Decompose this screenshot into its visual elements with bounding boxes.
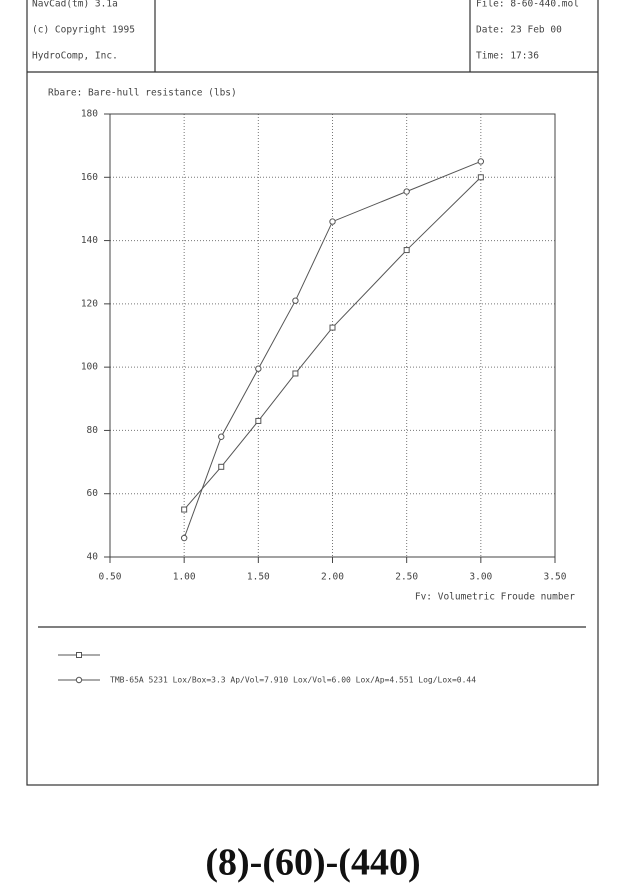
y-tick-label: 100 — [81, 362, 98, 373]
marker — [477, 174, 484, 181]
outer-frame — [26, 0, 599, 786]
marker — [329, 324, 336, 331]
marker — [403, 247, 410, 254]
y-tick-label: 40 — [87, 552, 99, 563]
marker — [255, 365, 262, 372]
marker — [75, 676, 83, 684]
x-tick-label: 1.50 — [247, 572, 270, 583]
header-text: (c) Copyright 1995 — [32, 25, 135, 36]
marker — [76, 652, 82, 658]
x-tick-label: 0.50 — [99, 572, 122, 583]
marker — [329, 218, 336, 225]
y-tick-label: 140 — [81, 235, 98, 246]
y-tick-label: 80 — [87, 425, 99, 436]
caption: (8)-(60)-(440) — [205, 842, 420, 884]
plot-frame — [109, 113, 556, 558]
marker — [255, 417, 262, 424]
marker — [292, 297, 299, 304]
x-tick-label: 3.00 — [469, 572, 492, 583]
y-tick-label: 60 — [87, 488, 99, 499]
header-text: File: 8-60-440.mol — [476, 0, 579, 10]
marker — [180, 534, 188, 542]
header-text: Date: 23 Feb 00 — [476, 25, 562, 36]
y-tick-label: 120 — [81, 298, 98, 309]
x-tick-label: 3.50 — [544, 572, 567, 583]
marker — [292, 370, 299, 377]
marker — [403, 188, 410, 195]
y-tick-label: 180 — [81, 109, 98, 120]
x-tick-label: 1.00 — [173, 572, 196, 583]
x-tick-label: 2.00 — [321, 572, 344, 583]
marker — [218, 433, 225, 440]
header-text: Time: 17:36 — [476, 51, 539, 62]
chart-title: Rbare: Bare-hull resistance (lbs) — [48, 88, 237, 99]
header-text: HydroComp, Inc. — [32, 51, 118, 62]
x-axis-label: Fv: Volumetric Froude number — [415, 592, 575, 603]
marker — [218, 463, 225, 470]
header-text: NavCad(tm) 3.1a — [32, 0, 118, 10]
marker — [181, 506, 188, 513]
marker — [477, 158, 485, 165]
series-line — [183, 161, 482, 539]
legend-label: TMB-65A 5231 Lox/Box=3.3 Ap/Vol=7.910 Lo… — [110, 676, 476, 685]
x-tick-label: 2.50 — [395, 572, 418, 583]
y-tick-label: 160 — [81, 172, 98, 183]
